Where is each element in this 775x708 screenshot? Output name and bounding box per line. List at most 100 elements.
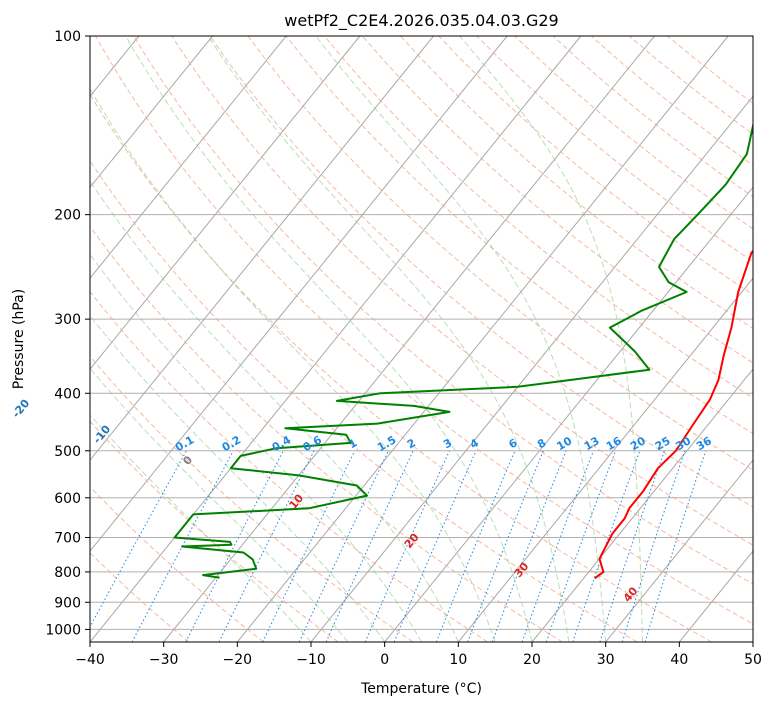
mixing-ratio-line [298,450,389,642]
y-tick-label: 800 [54,565,81,581]
dry-adiabat [90,160,638,642]
isotherm-gridline [163,36,655,642]
dry-adiabat [90,355,414,642]
moist-adiabat [125,36,533,642]
y-tick-label: 700 [54,531,81,547]
y-axis: 100 200 300 400 500 600 700 800 900 1000 [45,29,90,638]
y-tick-label: 900 [54,595,81,611]
dry-adiabat [362,36,753,364]
dry-adiabat [667,36,753,105]
moist-adiabat [90,414,312,642]
isotherm-gridline [0,36,65,642]
dry-adiabat [171,36,753,546]
moist-adiabat [207,36,570,642]
x-tick-label: 40 [670,652,688,668]
isotherm-gridline [605,459,753,642]
moist-adiabat [90,253,422,642]
x-tick-label: −30 [149,652,179,668]
isotherm-gridline [531,368,753,642]
x-tick-label: 0 [380,652,389,668]
dry-adiabat [247,36,753,471]
mixing-ratio-label: 3 [441,436,454,451]
isotherm-gridline [90,36,213,189]
x-tick-label: −20 [223,652,253,668]
isotherm-gridline [678,550,753,642]
x-tick-label: −40 [75,652,105,668]
isotherm-gridline [457,277,753,642]
dewpoint-profile [173,121,753,579]
mixing-ratio-line [393,450,477,642]
mixing-ratio-line [572,450,641,642]
dry-adiabat [133,36,753,585]
x-tick-label: 10 [449,652,467,668]
moist-adiabat [315,36,607,642]
mixing-ratio-label: 2 [405,436,418,451]
mixing-ratio-line [545,450,617,642]
mixing-ratio-line [218,450,315,642]
series-layer [173,121,753,580]
isotherm-gridline [90,36,508,552]
isotherm-gridline [310,95,753,642]
moist-adiabat [90,314,386,642]
y-tick-label: 200 [54,208,81,224]
y-tick-label: 400 [54,386,81,402]
isotherm-gridline [90,36,287,280]
temperature-profile [594,249,753,580]
x-tick-label: 20 [523,652,541,668]
dry-adiabat-label: 30 [512,560,532,580]
dry-adiabat [552,36,753,198]
mixing-ratio-line [131,450,234,642]
dry-adiabat [90,290,488,642]
y-axis-label: Pressure (hPa) [11,289,27,389]
moist-adiabat [90,180,459,642]
mixing-ratio-line [90,450,187,628]
isotherm-gridline [236,36,729,642]
y-tick-label: 300 [54,312,81,328]
moist-adiabat [459,36,643,642]
y-tick-label: 500 [54,444,81,460]
chart-title: wetPf2_C2E4.2026.035.04.03.G29 [284,11,558,31]
x-tick-label: −10 [296,652,326,668]
plot-frame [89,35,754,643]
y-tick-label: 100 [54,29,81,45]
mixing-ratio-line [491,450,567,642]
mixing-ratio-line [364,450,450,642]
line-labels: 0.10.20.40.611.52346810131620253036-100-… [10,397,715,605]
isotherm-gridline [90,36,361,370]
dry-adiabat [476,36,753,263]
dry-adiabat-label: -10 [91,422,114,446]
dry-adiabat [209,36,753,508]
isotherm-gridline [90,36,434,461]
dry-adiabat [590,36,753,166]
dry-adiabat [90,225,563,642]
mixing-ratio-line [325,450,414,642]
mixing-ratio-line [435,450,516,642]
y-tick-label: 600 [54,491,81,507]
isotherm-gridline [90,36,582,642]
mixing-ratio-line [599,450,665,642]
dry-adiabat [90,420,339,642]
mixing-ratio-label: 4 [468,436,481,451]
x-tick-label: 30 [597,652,615,668]
x-axis-label: Temperature (°C) [360,681,482,697]
moist-adiabat [90,367,349,642]
dry-adiabat [90,552,190,642]
mixing-ratio-label: 6 [507,436,520,451]
isotherm-gridline [384,186,753,642]
background-reference-lines [0,36,753,642]
mixing-ratio-line [644,450,707,642]
x-tick-label: 50 [744,652,762,668]
moist-adiabat [90,87,496,642]
mixing-ratio-line [621,450,686,642]
dry-adiabat [400,36,753,330]
dry-adiabat [95,36,753,625]
dry-adiabat [438,36,753,296]
mixing-ratio-line [262,450,356,642]
x-axis: −40 −30 −20 −10 0 10 20 30 40 50 [75,642,762,668]
mixing-ratio-line [521,450,594,642]
mixing-ratio-line [467,450,544,642]
dry-adiabat [323,36,753,399]
y-tick-label: 1000 [45,622,81,638]
dry-adiabat [514,36,753,230]
